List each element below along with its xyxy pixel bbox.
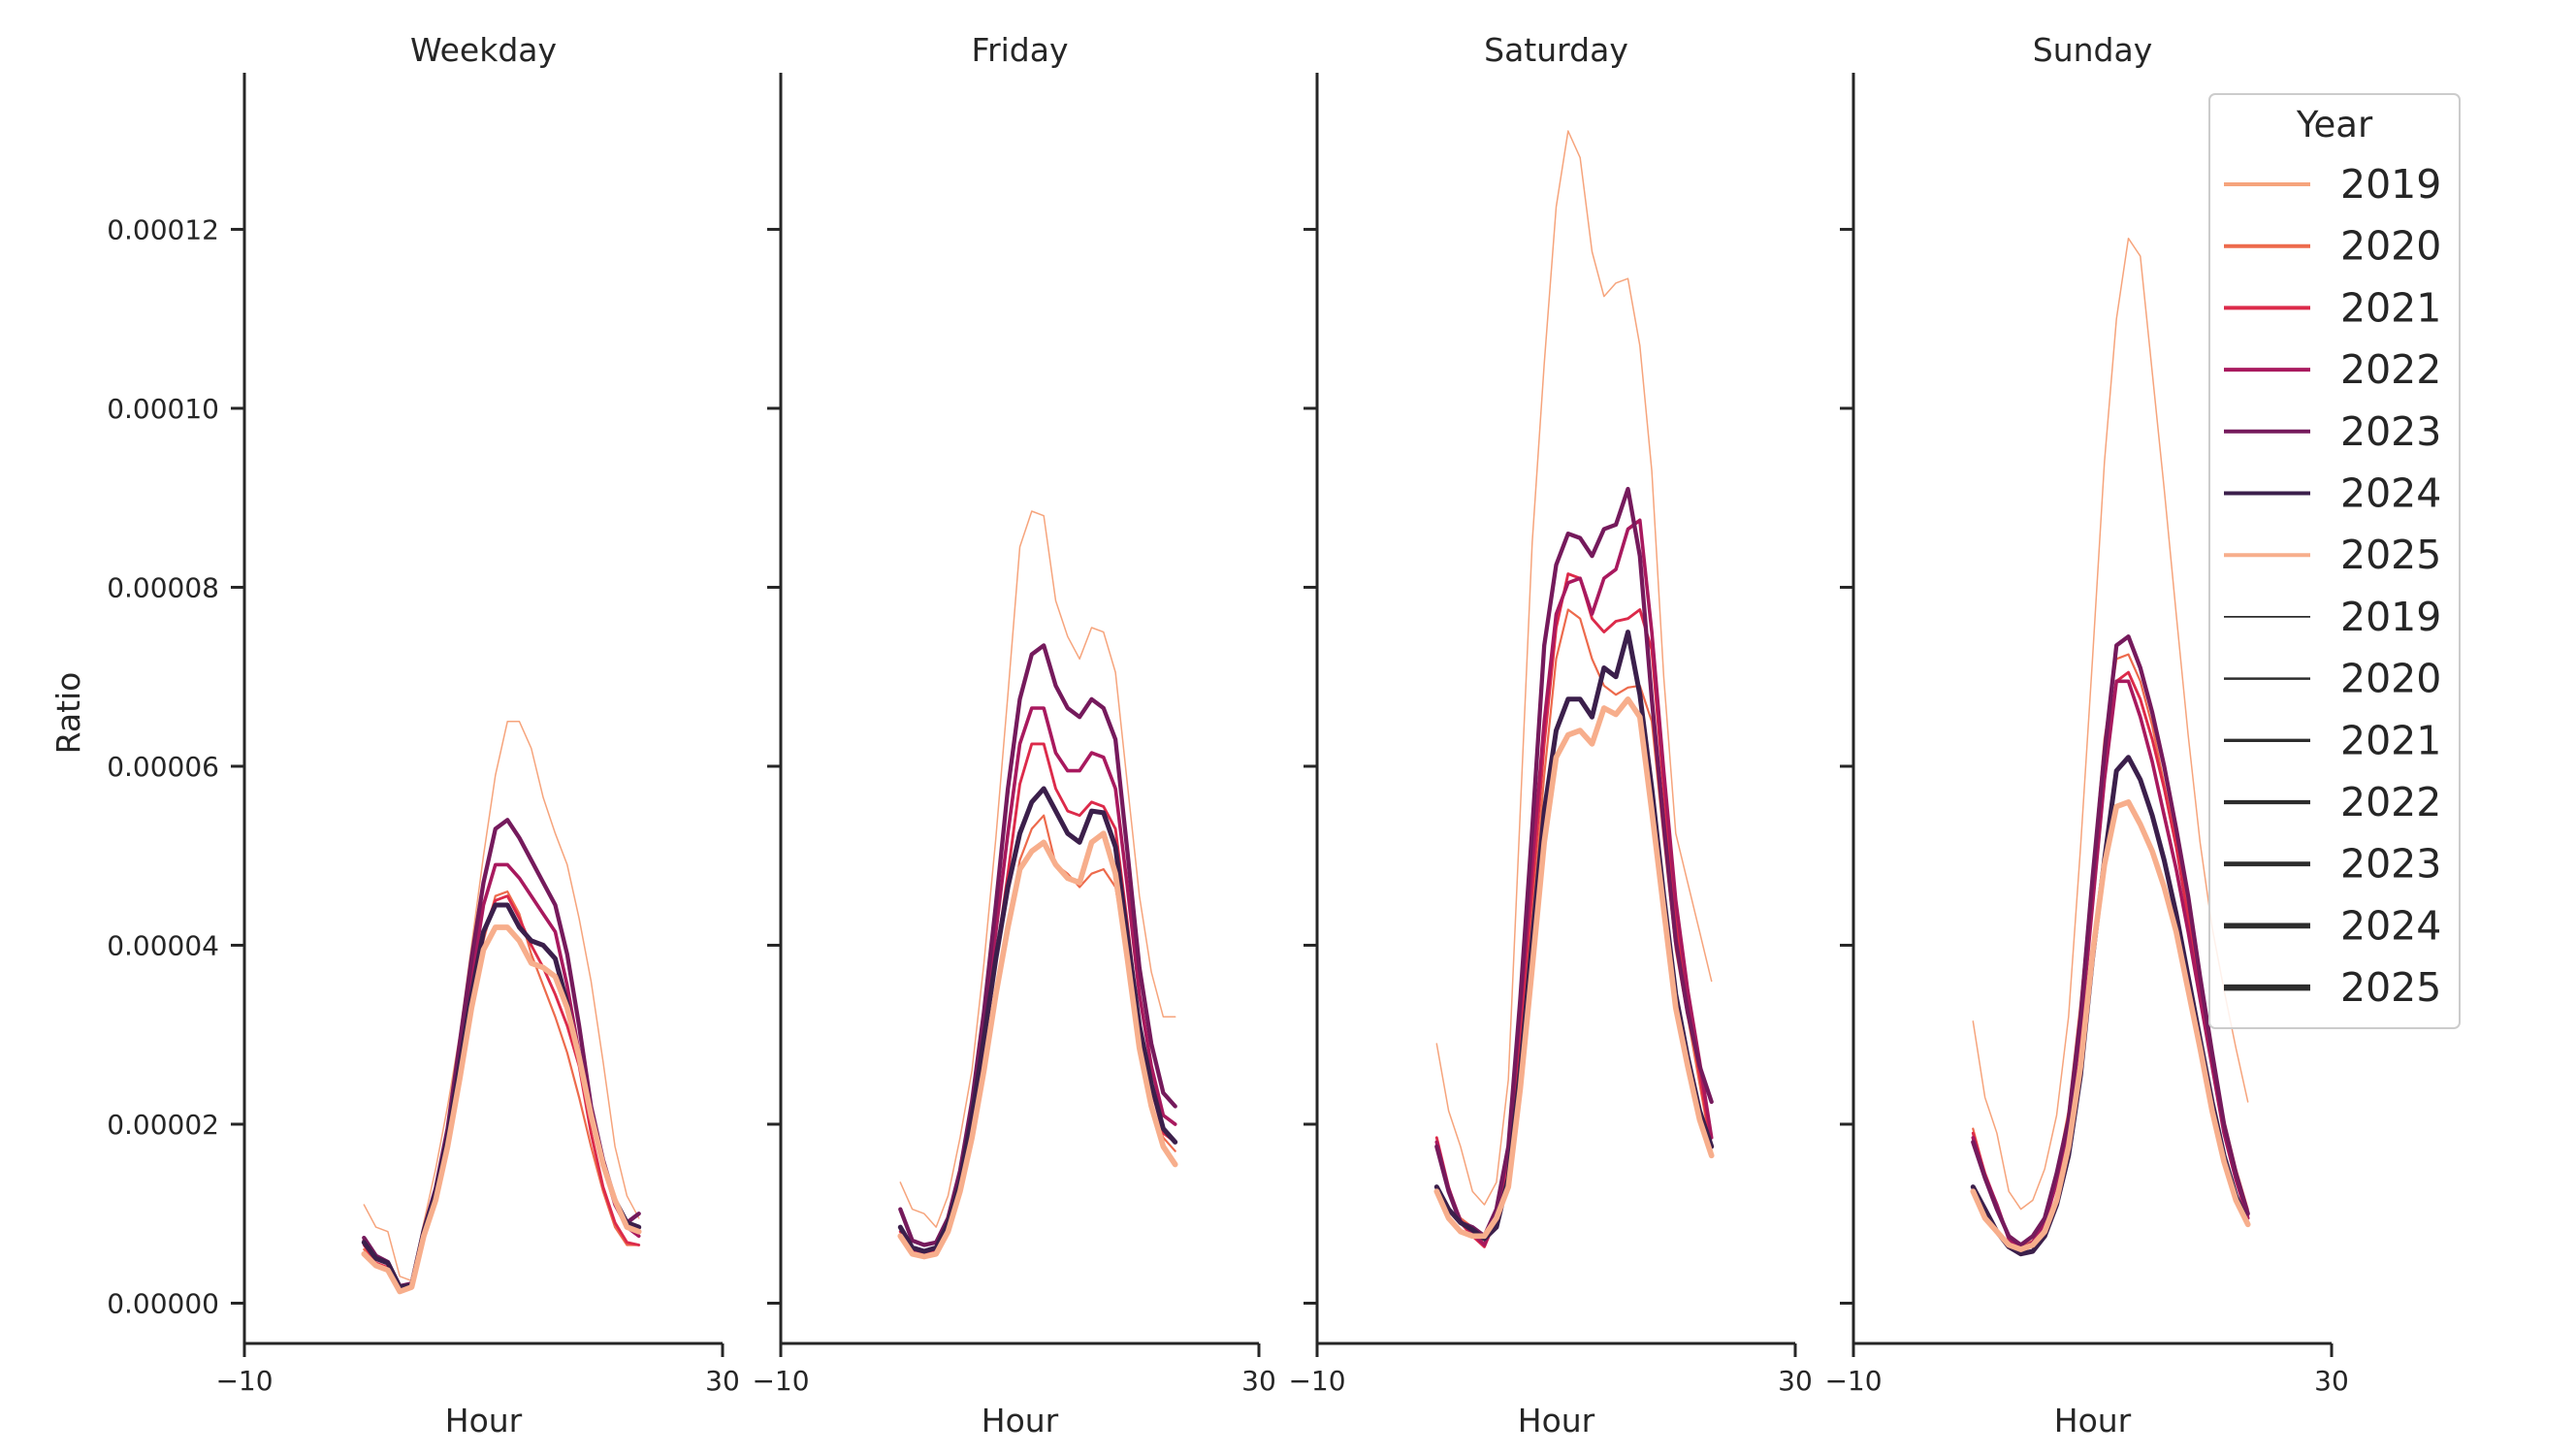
series-line-2022 (1434, 518, 1714, 1247)
x-tick-label: 30 (2314, 1365, 2349, 1397)
legend: Year 2019 2020 2021 2022 2023 2024 2025 2019 2020… (2208, 93, 2461, 1029)
series-line-2023 (362, 818, 641, 1289)
y-tick-label: 0.00000 (107, 1287, 219, 1319)
legend-label: 2022 (2340, 346, 2441, 393)
series-line-2024 (897, 786, 1178, 1254)
legend-label: 2021 (2340, 284, 2441, 331)
series-group (897, 510, 1178, 1260)
x-axis-label: Hour (982, 1402, 1059, 1439)
x-tick-label: −10 (752, 1365, 809, 1397)
x-tick-label: 30 (705, 1365, 740, 1397)
series-group (361, 721, 642, 1295)
series-line-2020 (1435, 608, 1713, 1246)
y-tick-label: 0.00004 (107, 929, 219, 961)
series-line-2019 (899, 510, 1176, 1228)
x-tick-label: −10 (1288, 1365, 1345, 1397)
legend-label: 2025 (2340, 964, 2441, 1011)
x-axis-label: Hour (1518, 1402, 1595, 1439)
panel-title: Saturday (1484, 31, 1628, 69)
series-line-2019 (363, 721, 640, 1282)
series-line-2025 (1970, 799, 2251, 1252)
x-axis-label: Hour (2054, 1402, 2132, 1439)
x-tick-label: −10 (1824, 1365, 1882, 1397)
legend-label: 2022 (2340, 779, 2441, 825)
series-line-2025 (897, 830, 1178, 1260)
legend-label: 2025 (2340, 532, 2441, 578)
series-group (1970, 237, 2251, 1257)
series-line-2021 (362, 894, 641, 1292)
facet-panels: Weekday 0.00000 0.00002 0.00004 0.00006 0.000… (107, 31, 2349, 1439)
panel-sunday: Sunday −10 30 Hour (1824, 31, 2348, 1439)
panel-saturday: Saturday −10 30 Hour (1288, 31, 1812, 1439)
series-line-2024 (1433, 630, 1715, 1242)
panel-title: Sunday (2033, 31, 2152, 69)
y-tick-label: 0.00002 (107, 1109, 219, 1141)
panel-weekday: Weekday 0.00000 0.00002 0.00004 0.00006 0.000… (107, 31, 740, 1439)
legend-label: 2021 (2340, 717, 2441, 763)
y-axis-label: Ratio (49, 672, 87, 755)
panel-title: Weekday (410, 31, 557, 69)
legend-label: 2023 (2340, 841, 2441, 888)
x-tick-label: 30 (1778, 1365, 1813, 1397)
series-line-2025 (361, 924, 642, 1295)
series-line-2019 (1972, 237, 2249, 1211)
series-line-2024 (361, 902, 642, 1290)
x-axis-label: Hour (445, 1402, 523, 1439)
legend-title: Year (2296, 104, 2373, 146)
y-tick-label: 0.00006 (107, 751, 219, 783)
series-line-2023 (1971, 634, 2250, 1247)
series-line-2025 (1433, 695, 1715, 1240)
series-line-2020 (363, 889, 640, 1291)
y-tick-label: 0.00012 (107, 213, 219, 245)
series-line-2021 (1434, 572, 1714, 1248)
legend-label: 2024 (2340, 902, 2441, 949)
x-tick-label: −10 (215, 1365, 273, 1397)
series-line-2020 (899, 814, 1176, 1258)
legend-label: 2019 (2340, 594, 2441, 640)
legend-label: 2019 (2340, 161, 2441, 208)
y-tick-label: 0.00010 (107, 393, 219, 425)
legend-label: 2023 (2340, 408, 2441, 455)
legend-label: 2024 (2340, 470, 2441, 517)
series-group (1433, 130, 1715, 1248)
x-tick-label: 30 (1241, 1365, 1276, 1397)
legend-box (2208, 93, 2461, 1029)
series-line-2019 (1435, 130, 1713, 1206)
y-tick-label: 0.00008 (107, 571, 219, 603)
legend-label: 2020 (2340, 656, 2441, 702)
series-line-2021 (1971, 670, 2250, 1251)
series-line-2022 (1971, 679, 2250, 1251)
panel-friday: Friday −10 30 Hour (752, 31, 1275, 1439)
panel-title: Friday (971, 31, 1068, 69)
legend-label: 2020 (2340, 223, 2441, 270)
